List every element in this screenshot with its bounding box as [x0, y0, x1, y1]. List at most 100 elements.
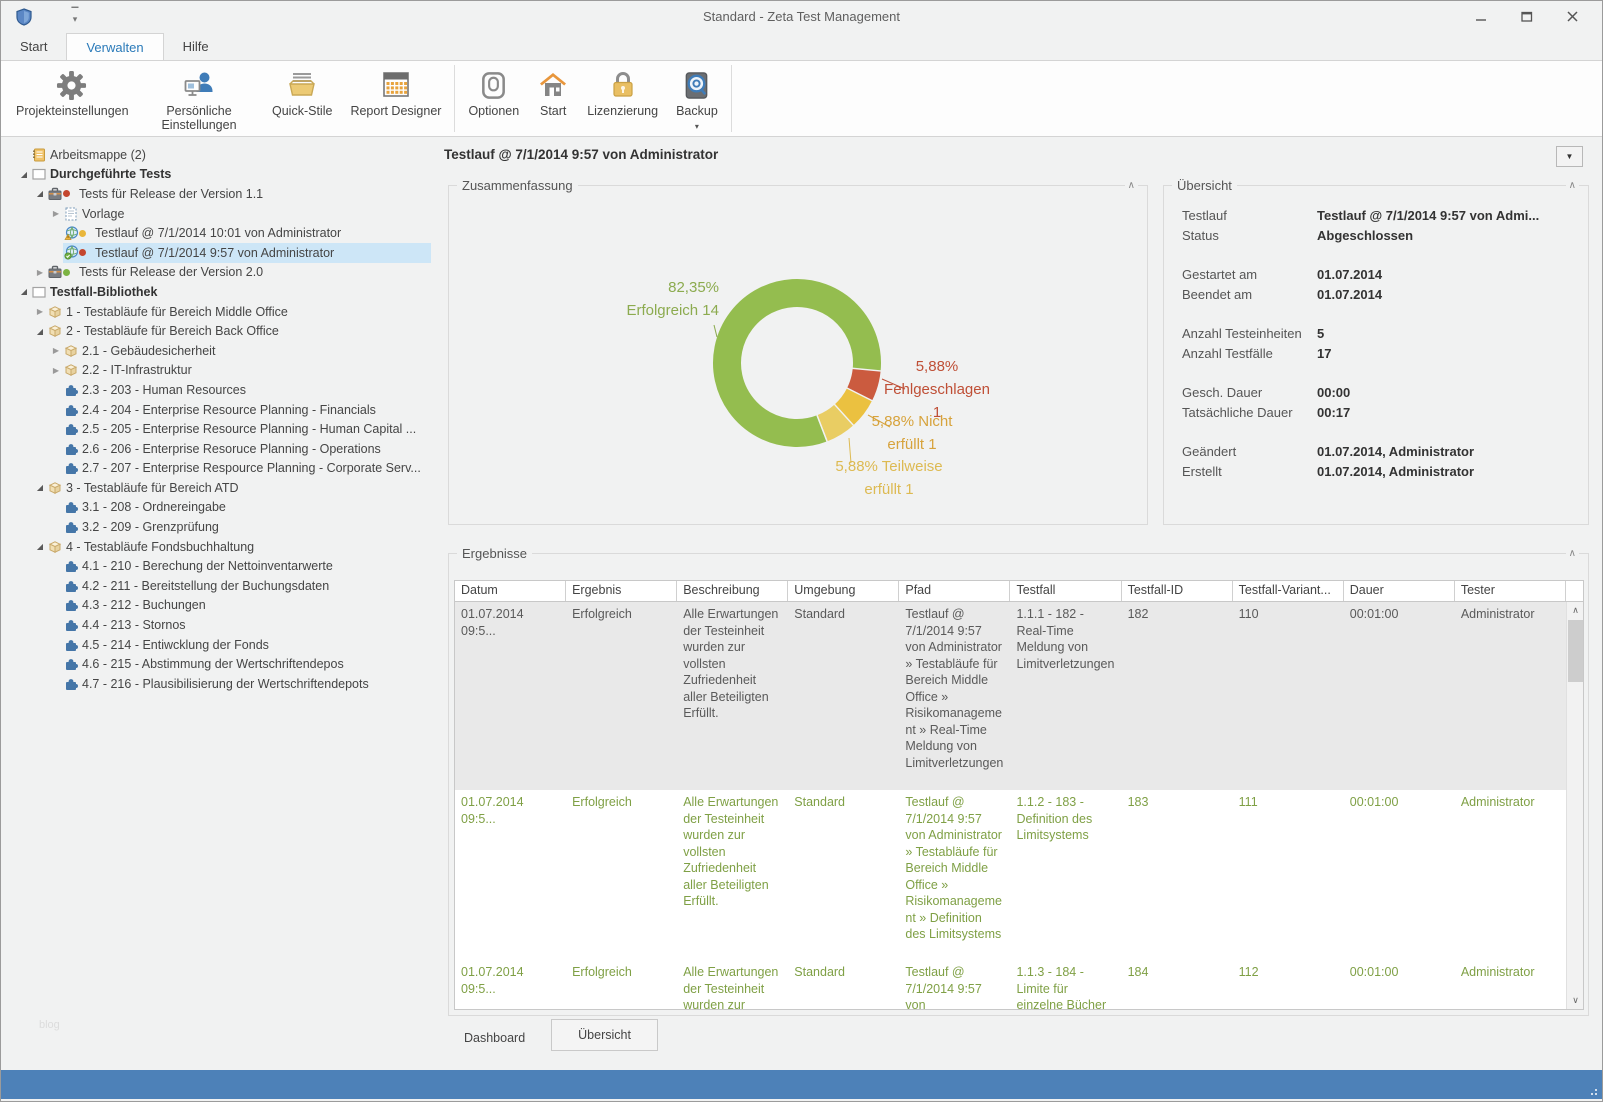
dropdown-arrow-icon: ▾ [695, 120, 699, 134]
close-button[interactable] [1550, 1, 1596, 33]
tree-item-content: Durchgeführte Tests [31, 165, 431, 185]
doc-tab-dashboard[interactable]: Dashboard [438, 1025, 551, 1051]
projekteinstellungen-button[interactable]: Projekteinstellungen [7, 61, 135, 136]
results-donut-chart: 82,35%Erfolgreich 145,88%Fehlgeschlagen1… [449, 186, 1147, 524]
ribbon-tab-start[interactable]: Start [1, 33, 66, 60]
tree-item[interactable]: ◢4 - Testabläufe Fondsbuchhaltung [1, 537, 431, 557]
expander-closed-icon[interactable]: ▶ [49, 209, 63, 218]
column-header-testfall[interactable]: Testfall [1010, 581, 1121, 601]
result-row[interactable]: 01.07.2014 09:5...ErfolgreichAlle Erwart… [455, 602, 1583, 790]
tree-item[interactable]: 2.4 - 204 - Enterprise Resource Planning… [1, 400, 431, 420]
tree-item-content: 2.1 - Gebäudesicherheit [63, 341, 431, 361]
tree-item[interactable]: ◢Testfall-Bibliothek [1, 282, 431, 302]
column-header-testfall-id[interactable]: Testfall-ID [1122, 581, 1233, 601]
field-label: Geändert [1182, 444, 1317, 459]
maximize-button[interactable] [1504, 1, 1550, 33]
column-header-datum[interactable]: Datum [455, 581, 566, 601]
tree-item[interactable]: 2.7 - 207 - Enterprise Respource Plannin… [1, 459, 431, 479]
field-label: Tatsächliche Dauer [1182, 405, 1317, 420]
ribbon-tab-hilfe[interactable]: Hilfe [164, 33, 228, 60]
result-cell: Administrator [1455, 790, 1566, 960]
doc-tab-übersicht[interactable]: Übersicht [551, 1019, 658, 1051]
tree-item-label: 2.3 - 203 - Human Resources [79, 383, 250, 397]
tree-item-content: 2.7 - 207 - Enterprise Respource Plannin… [63, 459, 431, 479]
report-designer-button[interactable]: Report Designer [341, 61, 450, 136]
tree-item[interactable]: ▶2.2 - IT-Infrastruktur [1, 361, 431, 381]
expander-open-icon[interactable]: ◢ [33, 189, 47, 198]
tree-item[interactable]: 2.5 - 205 - Enterprise Resource Planning… [1, 419, 431, 439]
field-value: 5 [1317, 326, 1324, 341]
tree-item[interactable]: Arbeitsmappe (2) [1, 145, 431, 165]
tree-item[interactable]: 2.6 - 206 - Enterprise Resoruce Planning… [1, 439, 431, 459]
tree-item-label: 4.1 - 210 - Berechung der Nettoinventarw… [79, 559, 337, 573]
expander-closed-icon[interactable]: ▶ [33, 307, 47, 316]
collapse-chevron-icon[interactable]: ∧ [1125, 180, 1138, 192]
result-cell: 01.07.2014 09:5... [455, 602, 566, 790]
tree-item[interactable]: 3.2 - 209 - Grenzprüfung [1, 517, 431, 537]
expander-open-icon[interactable]: ◢ [33, 542, 47, 551]
tree-item[interactable]: 4.5 - 214 - Entiwcklung der Fonds [1, 635, 431, 655]
tree-item[interactable]: ▶Vorlage [1, 204, 431, 224]
column-header-beschreibung[interactable]: Beschreibung [677, 581, 788, 601]
tree-item[interactable]: ▶Tests für Release der Version 2.0 [1, 263, 431, 283]
collapse-chevron-icon[interactable]: ∧ [1566, 180, 1579, 192]
tree-item[interactable]: Testlauf @ 7/1/2014 10:01 von Administra… [1, 223, 431, 243]
briefcase-icon [47, 265, 63, 280]
tree-item-content: Arbeitsmappe (2) [31, 145, 431, 165]
vertical-scrollbar[interactable]: ∧ ∨ [1566, 602, 1583, 1009]
optionen-button[interactable]: Optionen [459, 61, 528, 136]
tree-item[interactable]: 2.3 - 203 - Human Resources [1, 380, 431, 400]
expander-closed-icon[interactable]: ▶ [33, 268, 47, 277]
result-cell: Standard [788, 602, 899, 790]
tree-item[interactable]: 4.3 - 212 - Buchungen [1, 596, 431, 616]
column-header-pfad[interactable]: Pfad [899, 581, 1010, 601]
result-cell: Administrator [1455, 602, 1566, 790]
tree-item[interactable]: ▶1 - Testabläufe für Bereich Middle Offi… [1, 302, 431, 322]
svg-text:5,88% Teilweise: 5,88% Teilweise [835, 458, 942, 475]
tree-item[interactable]: ◢Durchgeführte Tests [1, 165, 431, 185]
result-row[interactable]: 01.07.2014 09:5...ErfolgreichAlle Erwart… [455, 960, 1583, 1009]
panel-menu-dropdown-button[interactable]: ▼ [1556, 146, 1583, 167]
column-header-umgebung[interactable]: Umgebung [788, 581, 899, 601]
expander-open-icon[interactable]: ◢ [17, 170, 31, 179]
expander-closed-icon[interactable]: ▶ [49, 366, 63, 375]
expander-closed-icon[interactable]: ▶ [49, 346, 63, 355]
expander-open-icon[interactable]: ◢ [33, 327, 47, 336]
ribbon-tab-verwalten[interactable]: Verwalten [66, 33, 163, 60]
collapse-chevron-icon[interactable]: ∧ [1566, 548, 1579, 560]
quick-stile-button[interactable]: Quick-Stile [263, 61, 341, 136]
persönliche-einstellungen-button[interactable]: Persönliche Einstellungen [135, 61, 263, 136]
expander-open-icon[interactable]: ◢ [17, 287, 31, 296]
result-row[interactable]: 01.07.2014 09:5...ErfolgreichAlle Erwart… [455, 790, 1583, 960]
result-cell: Alle Erwartungen der Testeinheit wurden … [677, 790, 788, 960]
tree-item[interactable]: Testlauf @ 7/1/2014 9:57 von Administrat… [1, 243, 431, 263]
svg-text:Fehlgeschlagen: Fehlgeschlagen [884, 381, 990, 398]
lizenzierung-button[interactable]: Lizenzierung [578, 61, 667, 136]
expander-open-icon[interactable]: ◢ [33, 483, 47, 492]
tree-item[interactable]: 4.6 - 215 - Abstimmung der Wertschriften… [1, 654, 431, 674]
tree-item[interactable]: ▶2.1 - Gebäudesicherheit [1, 341, 431, 361]
column-header-ergebnis[interactable]: Ergebnis [566, 581, 677, 601]
column-header-dauer[interactable]: Dauer [1344, 581, 1455, 601]
ribbon-tab-strip: StartVerwaltenHilfe [1, 33, 1602, 60]
scrollbar-thumb[interactable] [1568, 620, 1583, 682]
result-cell: 1.1.3 - 184 - Limite für einzelne Bücher [1010, 960, 1121, 1009]
tree-item[interactable]: ◢2 - Testabläufe für Bereich Back Office [1, 321, 431, 341]
minimize-button[interactable] [1458, 1, 1504, 33]
column-header-tester[interactable]: Tester [1455, 581, 1566, 601]
scroll-up-icon[interactable]: ∧ [1567, 602, 1583, 619]
tree-item[interactable]: 4.4 - 213 - Stornos [1, 615, 431, 635]
tree-item[interactable]: 4.2 - 211 - Bereitstellung der Buchungsd… [1, 576, 431, 596]
tree-item[interactable]: ◢Tests für Release der Version 1.1 [1, 184, 431, 204]
resize-grip[interactable] [1587, 1085, 1597, 1095]
puzzle-icon [63, 402, 79, 417]
tree-item[interactable]: 4.7 - 216 - Plausibilisierung der Wertsc… [1, 674, 431, 694]
scroll-down-icon[interactable]: ∨ [1567, 992, 1583, 1009]
tree-item[interactable]: 3.1 - 208 - Ordnereingabe [1, 498, 431, 518]
start-button[interactable]: Start [528, 61, 578, 136]
tree-item[interactable]: 4.1 - 210 - Berechung der Nettoinventarw… [1, 556, 431, 576]
column-header-testfall-variant-[interactable]: Testfall-Variant... [1233, 581, 1344, 601]
tree-item[interactable]: ◢3 - Testabläufe für Bereich ATD [1, 478, 431, 498]
ribbon-group-separator [454, 65, 455, 132]
backup-button[interactable]: Backup▾ [667, 61, 727, 136]
